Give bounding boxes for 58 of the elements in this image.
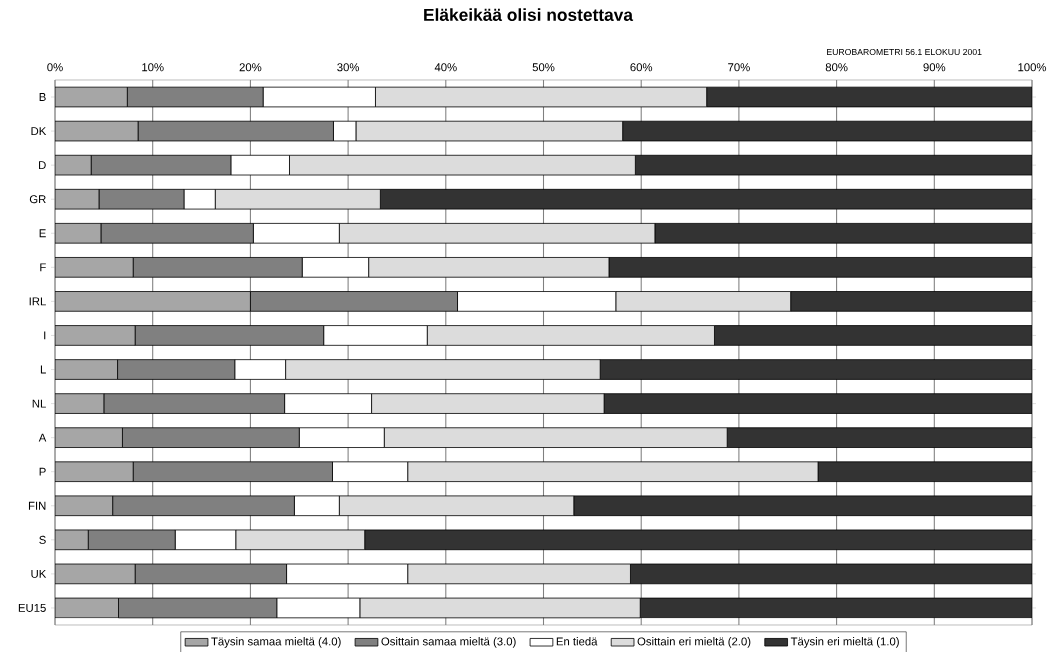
x-tick-label: 50% [532,63,555,72]
bar [55,291,251,312]
bar [654,223,1032,244]
y-tick-label: P [39,467,46,476]
text: EUROBAROMETRI 56.1 ELOKUU 2001 [827,48,982,56]
legend-label: Osittain samaa mieltä (3.0) [381,637,516,648]
bar [634,154,1032,176]
bar [603,393,1032,414]
bar [608,257,1032,278]
y-tick-label: S [39,535,46,544]
y-tick-label: I [44,331,46,340]
y-tick-label: B [39,93,46,101]
chart-title: Eläkeikää olisi nostettava [424,8,634,22]
bar [55,359,118,380]
bar [630,563,1032,585]
bar [379,188,1032,210]
legend-label: Täysin samaa mieltä (4.0) [211,637,341,648]
bar [622,120,1032,142]
x-tick-label: 10% [142,63,164,72]
y-tick-label: GR [29,195,46,204]
x-tick-label: 40% [434,63,457,72]
x-tick-label: 100% [1018,63,1047,72]
y-tick-label: D [39,161,46,170]
y-tick-label: FIN [28,501,46,510]
x-tick-label: 60% [630,63,653,72]
bar [706,86,1032,108]
legend-label: En tiedä [556,637,598,646]
x-tick-label: 0% [47,63,63,72]
bar [573,495,1032,517]
legend-label: Täysin eri mieltä (1.0) [790,637,899,648]
y-tick-label: DK [31,127,47,135]
bar [55,427,123,448]
x-tick-label: 80% [825,63,848,72]
y-tick-label: IRL [29,297,46,306]
bar [55,461,134,482]
bar [55,393,105,414]
bar [714,325,1032,346]
bar [364,529,1032,551]
bar [55,257,134,278]
bar [726,427,1032,448]
bar [55,223,102,244]
y-tick-label: E [39,229,46,238]
x-tick-label: 70% [728,63,750,72]
y-tick-label: F [40,263,46,272]
bar [55,325,136,346]
bar [790,291,1032,312]
legend-label: Osittain eri mieltä (2.0) [637,637,751,648]
y-tick-label: UK [31,569,47,578]
bar [639,597,1032,619]
bar [599,359,1032,380]
x-tick-label: 20% [239,63,262,72]
x-tick-label: 90% [923,63,946,72]
y-tick-label: NL [32,399,46,408]
x-tick-label: 30% [337,63,360,72]
y-tick-label: L [40,365,46,374]
bar [817,461,1032,482]
y-tick-label: A [38,433,47,442]
y-tick-label: EU15 [18,604,46,612]
